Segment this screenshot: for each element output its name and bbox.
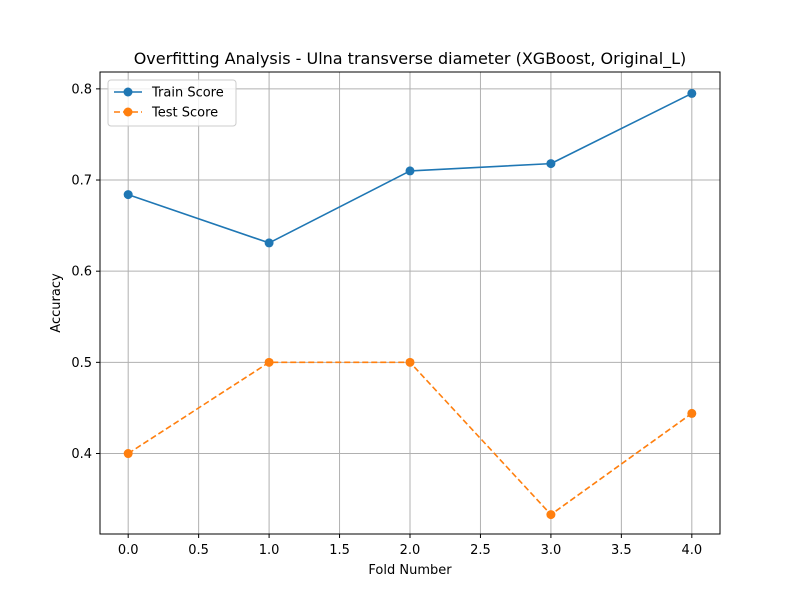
data-point-train-score (405, 166, 415, 176)
y-tick-label: 0.4 (71, 447, 92, 462)
legend-swatch-marker (123, 107, 133, 117)
axis-ticks: 0.0 0.5 1.0 1.5 2.0 2.5 3.0 3.5 4.0 0.4 0.5 0.6 0.7 0… (71, 82, 702, 558)
y-axis-label: Accuracy (49, 273, 64, 333)
x-tick-label: 0.5 (188, 543, 209, 558)
data-point-train-score (546, 159, 556, 169)
legend-item-test-score: Test Score (114, 106, 218, 121)
data-point-test-score (405, 357, 415, 367)
x-axis-label: Fold Number (368, 563, 452, 578)
series-train-score (123, 88, 697, 248)
data-point-train-score (687, 88, 697, 98)
y-tick-label: 0.5 (71, 356, 92, 371)
x-tick-label: 0.0 (118, 543, 139, 558)
series-layer (123, 88, 697, 520)
y-tick-label: 0.6 (71, 265, 92, 280)
legend: Train Score Test Score (107, 79, 237, 127)
x-tick-label: 2.5 (470, 543, 491, 558)
data-point-test-score (687, 408, 697, 418)
series-test-score (123, 357, 697, 520)
x-tick-label: 1.5 (329, 543, 350, 558)
data-point-train-score (264, 238, 274, 248)
x-tick-label: 1.0 (259, 543, 280, 558)
x-tick-label: 4.0 (681, 543, 702, 558)
y-tick-label: 0.7 (71, 174, 92, 189)
data-point-train-score (123, 190, 133, 200)
y-tick-label: 0.8 (71, 82, 92, 97)
legend-item-train-score: Train Score (114, 86, 224, 101)
legend-label: Test Score (151, 106, 218, 121)
data-point-test-score (546, 510, 556, 520)
data-point-test-score (264, 357, 274, 367)
chart-title: Overfitting Analysis - Ulna transverse d… (134, 49, 687, 69)
legend-label: Train Score (151, 86, 224, 101)
legend-swatch-marker (123, 87, 133, 97)
x-tick-label: 3.0 (541, 543, 562, 558)
x-tick-label: 3.5 (611, 543, 632, 558)
x-tick-label: 2.0 (400, 543, 421, 558)
data-point-test-score (123, 449, 133, 459)
